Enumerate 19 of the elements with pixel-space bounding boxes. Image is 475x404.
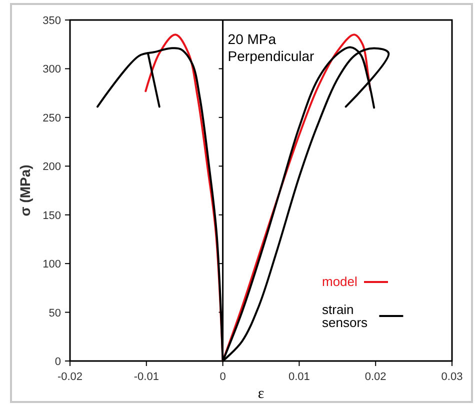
y-tick-label: 350 <box>42 15 61 27</box>
x-tick-label: 0.03 <box>441 371 463 383</box>
x-axis-title: ε <box>258 386 264 402</box>
legend-label: strain sensors <box>322 302 368 330</box>
x-tick-label: 0 <box>220 371 226 383</box>
x-tick-label: 0.01 <box>288 371 310 383</box>
x-tick-label: -0.02 <box>57 371 83 383</box>
y-tick-label: 200 <box>42 161 61 174</box>
y-tick-label: 100 <box>42 258 61 271</box>
x-tick-label: 0.02 <box>364 371 386 383</box>
x-tick-label: -0.01 <box>134 371 159 383</box>
y-tick-label: 250 <box>42 112 61 124</box>
y-tick-label: 50 <box>48 307 61 320</box>
y-tick-label: 0 <box>54 356 61 368</box>
annotation: 20 MPa Perpendicular <box>228 31 315 64</box>
y-tick-label: 300 <box>42 64 61 76</box>
y-axis-title: σ (MPa) <box>17 164 33 216</box>
legend-label: model <box>322 274 358 289</box>
y-tick-label: 150 <box>42 210 61 222</box>
